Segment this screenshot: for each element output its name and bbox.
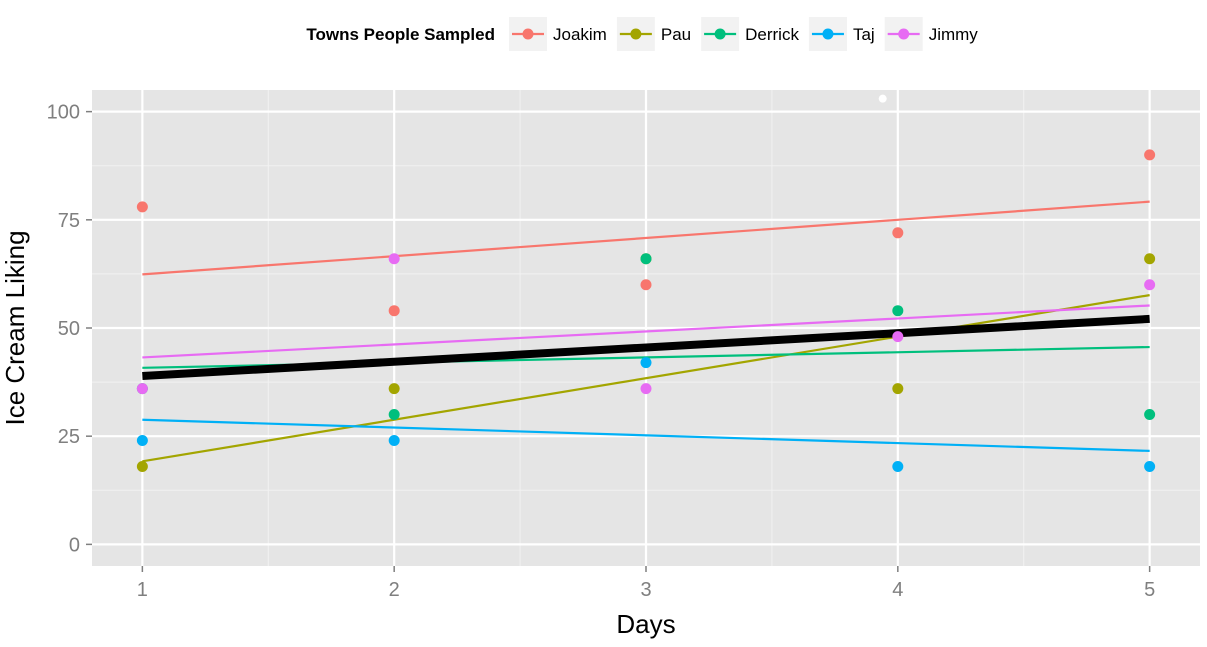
point-joakim	[388, 305, 400, 317]
point-jimmy	[388, 253, 400, 265]
x-axis-title: Days	[616, 609, 675, 639]
legend-label-pau: Pau	[661, 25, 691, 44]
y-axis: 0 25 50 75 100	[47, 102, 92, 556]
fit-line-taj	[142, 418, 1150, 452]
x-tick-label: 4	[892, 579, 903, 601]
legend-key-point	[898, 28, 910, 40]
x-tick-label: 2	[389, 579, 400, 601]
legend: Towns People Sampled Joakim Pau Derrick Taj…	[306, 17, 978, 51]
point-derrick	[640, 253, 652, 265]
point-derrick	[1144, 409, 1156, 421]
x-tick-label: 5	[1144, 579, 1155, 601]
point-derrick	[892, 305, 904, 317]
y-tick-label: 75	[58, 210, 80, 232]
point-taj	[1144, 460, 1156, 472]
y-tick-label: 0	[69, 534, 80, 556]
y-tick-label: 25	[58, 426, 80, 448]
legend-title: Towns People Sampled	[306, 25, 495, 44]
legend-key-point	[522, 28, 534, 40]
y-tick-label: 50	[58, 318, 80, 340]
legend-label-derrick: Derrick	[745, 25, 799, 44]
x-tick-label: 3	[640, 579, 651, 601]
legend-key-point	[714, 28, 726, 40]
legend-label-joakim: Joakim	[553, 25, 607, 44]
y-axis-title: Ice Cream Liking	[0, 230, 30, 425]
fit-line-pau	[142, 294, 1150, 463]
point-pau	[1144, 253, 1156, 265]
data-points	[136, 149, 1156, 472]
legend-label-taj: Taj	[853, 25, 875, 44]
point-joakim	[892, 227, 904, 239]
legend-item-joakim: Joakim	[509, 17, 607, 51]
annotations	[878, 94, 887, 103]
legend-item-derrick: Derrick	[701, 17, 799, 51]
x-tick-label: 1	[137, 579, 148, 601]
point-derrick	[388, 409, 400, 421]
legend-key-point	[630, 28, 642, 40]
legend-item-jimmy: Jimmy	[884, 17, 979, 51]
point-joakim	[136, 201, 148, 213]
point-jimmy	[1144, 279, 1156, 291]
annotation-dot	[878, 94, 887, 103]
legend-label-jimmy: Jimmy	[929, 25, 979, 44]
point-taj	[136, 435, 148, 447]
point-pau	[388, 383, 400, 395]
point-taj	[388, 435, 400, 447]
point-taj	[892, 460, 904, 472]
legend-item-taj: Taj	[808, 17, 875, 51]
point-pau	[892, 383, 904, 395]
point-jimmy	[640, 383, 652, 395]
point-taj	[640, 357, 652, 369]
point-joakim	[1144, 149, 1156, 161]
point-pau	[136, 460, 148, 472]
fit-line-jimmy	[142, 304, 1150, 359]
legend-item-pau: Pau	[616, 17, 691, 51]
x-axis: 1 2 3 4 5	[137, 566, 1155, 601]
y-tick-label: 100	[47, 102, 80, 124]
fit-line-joakim	[142, 200, 1150, 276]
overall-fit-line	[142, 314, 1150, 381]
legend-key-point	[822, 28, 834, 40]
point-jimmy	[892, 331, 904, 343]
overall-fit-line-path	[142, 314, 1150, 381]
point-jimmy	[136, 383, 148, 395]
point-joakim	[640, 279, 652, 291]
